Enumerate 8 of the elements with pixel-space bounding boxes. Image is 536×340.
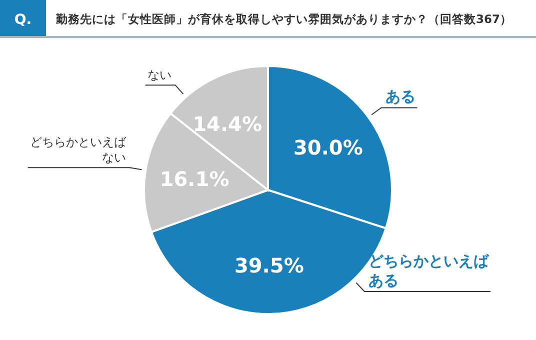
chart-title: 勤務先には「女性医師」が育休を取得しやすい雰囲気がありますか？（回答数367） [55,12,512,26]
slice-label: どちらかといえばある [368,252,490,290]
data-label: 30.0% [293,135,363,160]
slice-label: ある [385,88,416,106]
slice-label: ない [147,68,172,82]
slice-label: どちらかといえばない [30,135,127,165]
text: Q. [14,12,32,28]
data-label: 39.5% [234,253,304,278]
